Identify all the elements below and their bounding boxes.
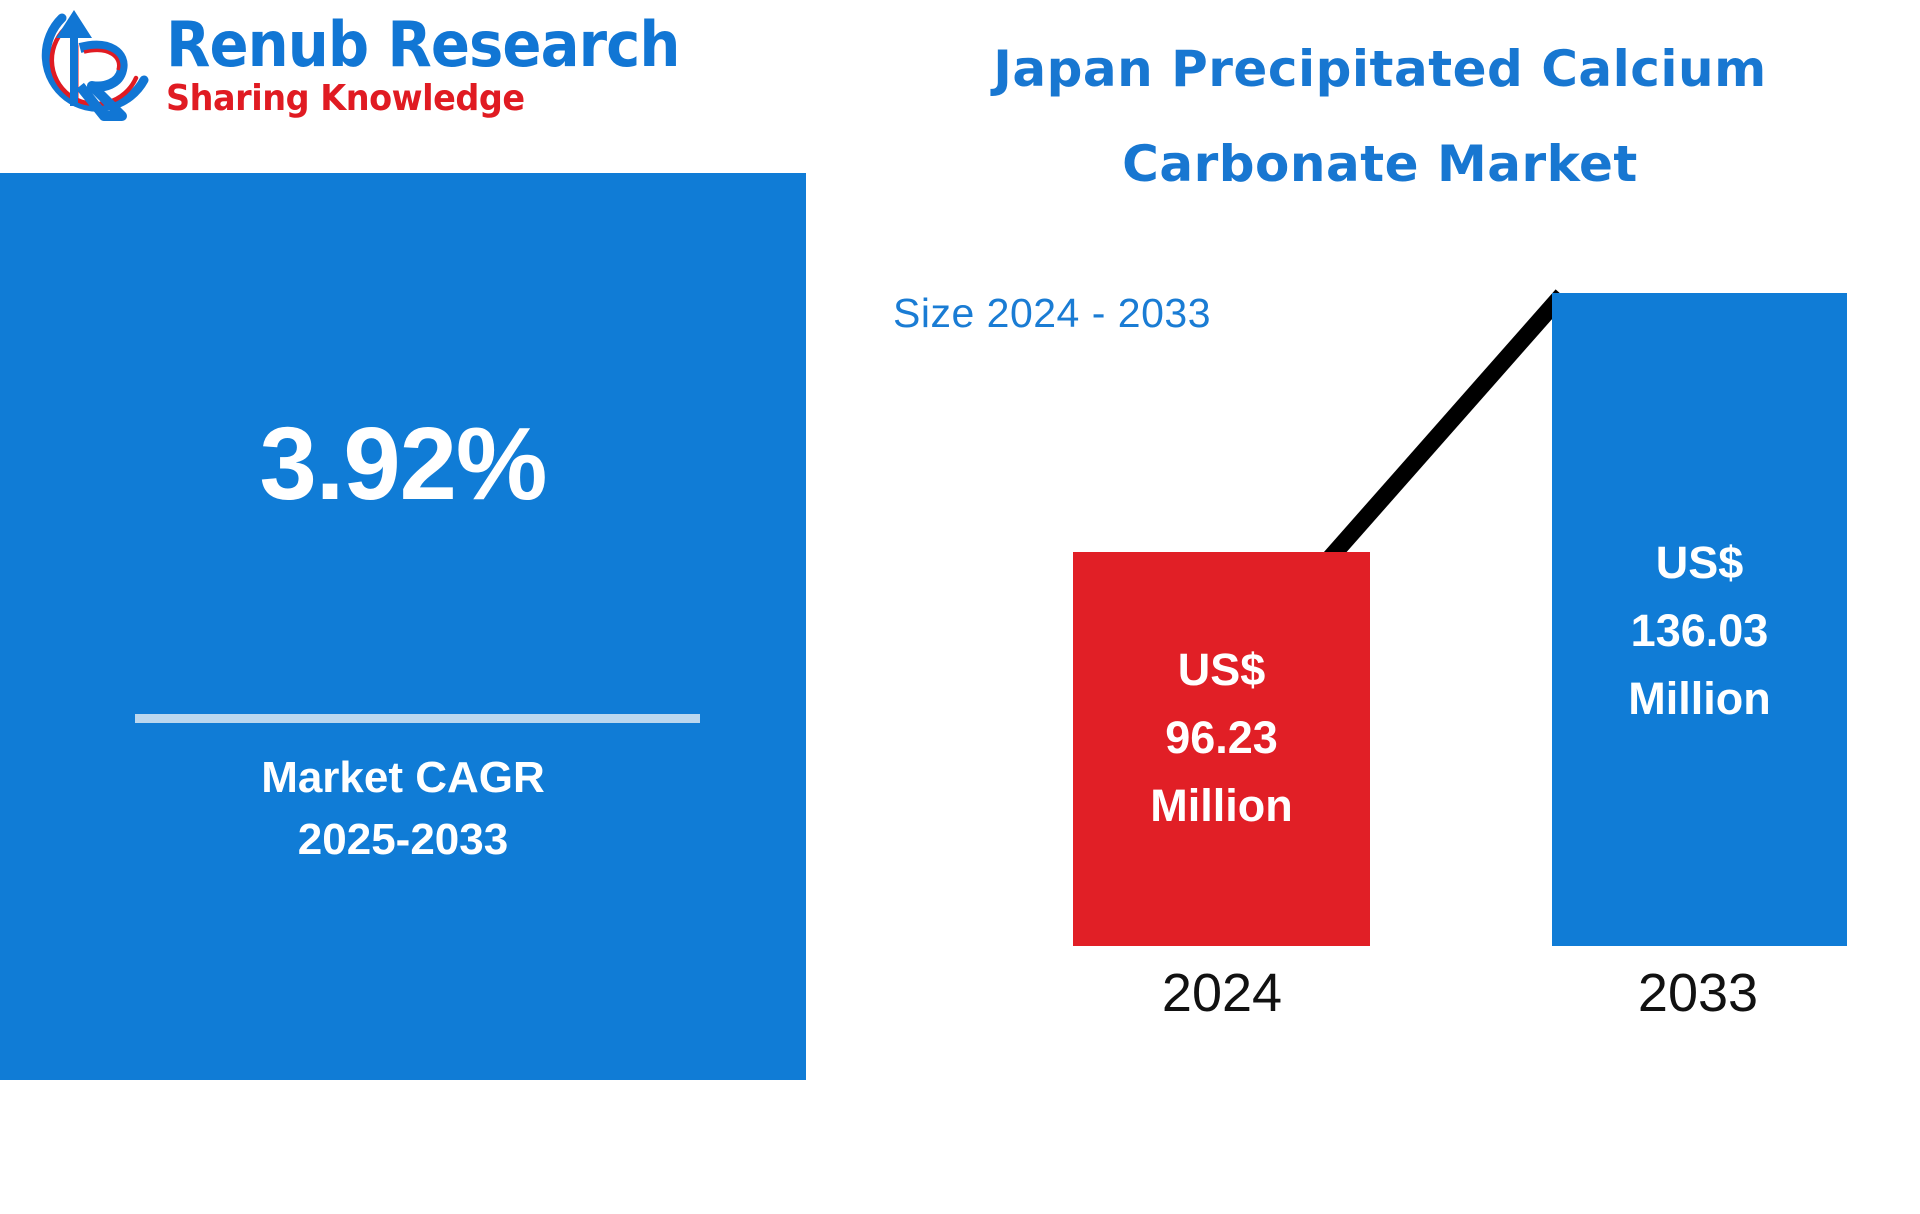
page-title-line-1: Japan Precipitated Calcium: [993, 40, 1767, 98]
brand-logo[interactable]: Renub Research Sharing Knowledge: [18, 2, 680, 132]
bar-2024-value-label: US$ 96.23 Million: [1150, 644, 1293, 831]
bar-2033-value-label: US$ 136.03 Million: [1628, 537, 1771, 724]
brand-tagline: Sharing Knowledge: [166, 78, 525, 119]
cagr-panel: 3.92% Market CAGR 2025-2033 Source www.r…: [0, 173, 806, 1213]
cagr-period: 2025-2033: [297, 815, 509, 864]
bar-2033[interactable]: US$ 136.03 Million: [1552, 293, 1847, 946]
cagr-value: 3.92%: [259, 406, 547, 521]
axis-label-2024: 2024: [1161, 963, 1283, 1023]
brand-wordmark: Renub Research Sharing Knowledge: [166, 8, 680, 125]
cagr-label: Market CAGR: [261, 753, 545, 802]
axis-label-2033: 2033: [1637, 963, 1759, 1023]
renub-r-arrow-circle-logo-icon: [18, 2, 153, 130]
brand-name: Renub Research: [166, 8, 680, 81]
source-note: Source www.renub.com: [22, 1183, 304, 1213]
cagr-divider: [135, 714, 700, 723]
page-title: Japan Precipitated Calcium Carbonate Mar…: [880, 22, 1880, 212]
chart-subtitle: Size 2024 - 2033: [893, 290, 1212, 336]
page-title-line-2: Carbonate Market: [1122, 135, 1638, 193]
bar-2024[interactable]: US$ 96.23 Million: [1073, 552, 1370, 946]
